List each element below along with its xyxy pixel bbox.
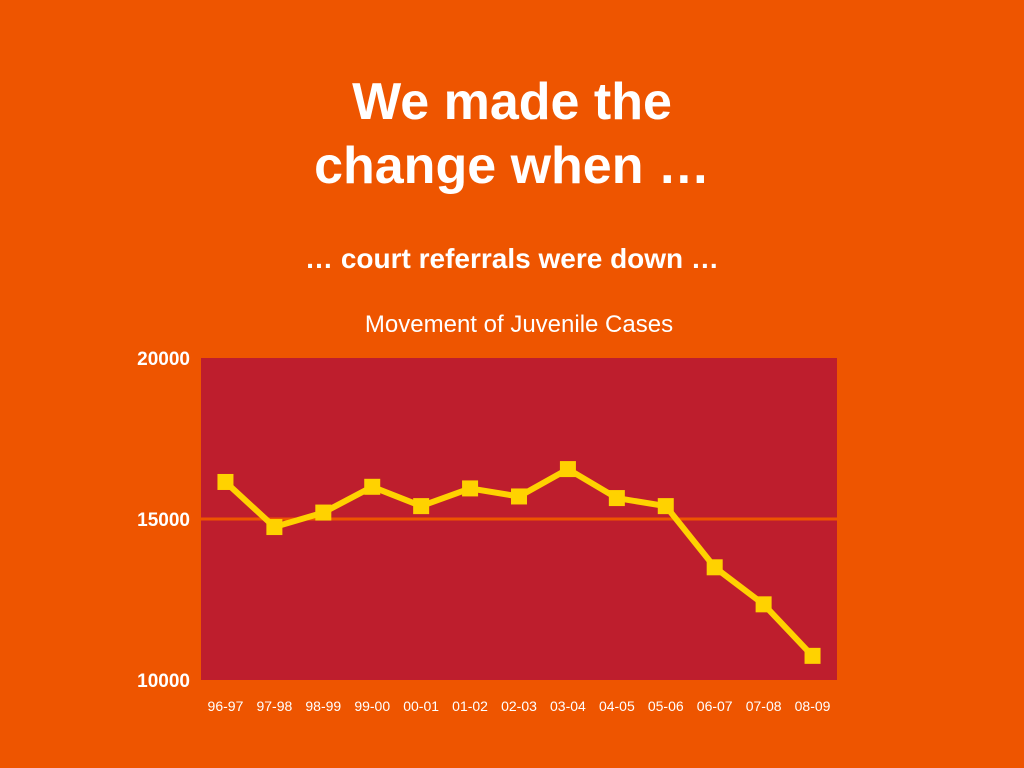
x-tick-label: 07-08	[746, 698, 782, 714]
x-tick-label: 99-00	[354, 698, 390, 714]
x-tick-label: 08-09	[795, 698, 831, 714]
data-point-marker	[804, 647, 821, 664]
data-point-marker	[511, 488, 527, 505]
data-point-marker	[706, 559, 723, 576]
data-point-marker	[315, 504, 332, 521]
x-tick-label: 00-01	[403, 698, 439, 714]
x-tick-label: 06-07	[697, 698, 733, 714]
x-tick-label: 96-97	[208, 698, 244, 714]
y-axis-tick-labels: 10000 15000 20000	[137, 349, 190, 692]
slide-title-line-2: change when …	[314, 137, 710, 195]
x-tick-label: 02-03	[501, 698, 537, 714]
series-markers	[217, 461, 821, 664]
chart-title: Movement of Juvenile Cases	[364, 311, 674, 338]
slide-title-line-1: We made the	[352, 73, 672, 131]
y-tick-label: 20000	[137, 349, 190, 370]
data-point-marker	[462, 480, 479, 497]
data-point-marker	[559, 461, 576, 478]
x-tick-label: 05-06	[648, 698, 684, 714]
x-tick-label: 97-98	[256, 698, 292, 714]
x-axis-tick-labels: 96-97 97-98 98-99 99-00 00-01 01-02 02-03 03-04…	[208, 698, 831, 714]
data-point-marker	[364, 478, 381, 495]
data-point-marker	[217, 473, 234, 490]
y-tick-label: 15000	[137, 510, 190, 531]
data-point-marker	[266, 519, 283, 536]
slide-subtitle: … court referrals were down …	[305, 243, 719, 274]
data-point-marker	[755, 596, 772, 613]
data-point-marker	[608, 490, 625, 507]
x-tick-label: 98-99	[305, 698, 341, 714]
x-tick-label: 04-05	[599, 698, 635, 714]
data-point-marker	[413, 498, 430, 515]
x-tick-label: 01-02	[452, 698, 488, 714]
data-point-marker	[657, 498, 674, 515]
y-tick-label: 10000	[137, 671, 190, 692]
slide-title: We made the change when …	[0, 70, 1024, 198]
x-tick-label: 03-04	[550, 698, 586, 714]
